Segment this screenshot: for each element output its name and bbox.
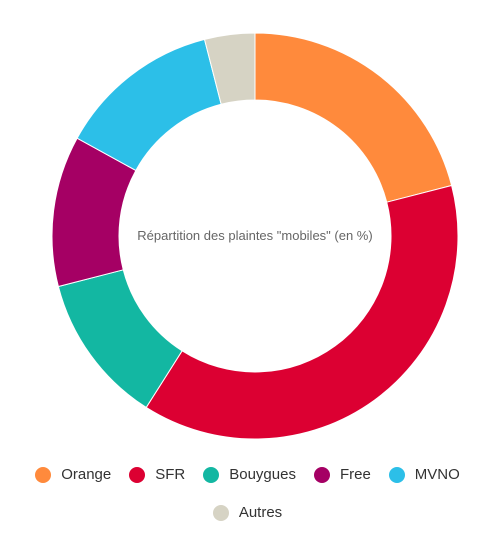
legend-label-sfr: SFR [155, 466, 186, 483]
legend-row-2: Autres [0, 504, 495, 521]
legend-swatch-autres [212, 504, 229, 521]
legend-swatch-sfr [129, 466, 146, 483]
legend-label-orange: Orange [61, 466, 112, 483]
legend-item-bouygues[interactable]: Bouygues [203, 466, 296, 483]
legend-swatch-orange [35, 466, 52, 483]
slice-autres[interactable] [203, 32, 256, 105]
legend-swatch-free [313, 466, 330, 483]
slice-orange[interactable] [254, 32, 453, 203]
legend-label-free: Free [339, 466, 371, 483]
legend-label-mvno: MVNO [414, 466, 460, 483]
legend-swatch-bouygues [203, 466, 220, 483]
slice-sfr[interactable] [145, 184, 459, 440]
legend-item-autres[interactable]: Autres [212, 504, 283, 521]
center-title: Répartition des plaintes "mobiles" (en %… [137, 228, 372, 243]
legend-label-bouygues: Bouygues [229, 466, 296, 483]
legend-item-orange[interactable]: Orange [35, 466, 111, 483]
legend-label-autres: Autres [238, 504, 283, 521]
donut-slices [51, 32, 459, 440]
legend-row-1: Orange SFR Bouygues Free MVNO [0, 466, 495, 483]
donut-chart-svg: Répartition des plaintes "mobiles" (en %… [51, 32, 459, 440]
legend-swatch-mvno [388, 466, 405, 483]
legend-item-free[interactable]: Free [313, 466, 371, 483]
legend-item-sfr[interactable]: SFR [129, 466, 185, 483]
legend-item-mvno[interactable]: MVNO [388, 466, 460, 483]
